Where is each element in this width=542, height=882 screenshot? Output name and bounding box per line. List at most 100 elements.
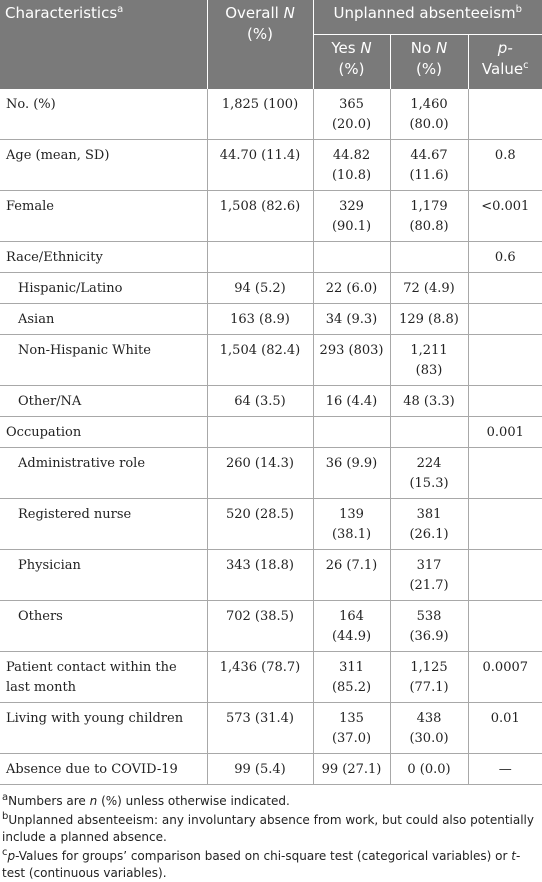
cell-p-value: 0.01: [468, 702, 542, 754]
cell-yes-line: 139: [339, 507, 364, 522]
row-label: Registered nurse: [0, 498, 208, 550]
table-row: Physician 343 (18.8) 26 (7.1) 317 (21.7): [0, 549, 542, 601]
table-row: Others 702 (38.5) 164 (44.9) 538 (36.9): [0, 600, 542, 652]
cell-yes: [313, 241, 391, 273]
cell-overall: 260 (14.3): [207, 447, 314, 499]
cell-yes: 329 (90.1): [313, 190, 391, 242]
cell-no: 438 (30.0): [390, 702, 469, 754]
row-label: Occupation: [0, 416, 208, 448]
cell-yes-line: (10.8): [331, 168, 372, 183]
cell-no: 1,460 (80.0): [390, 89, 469, 140]
cell-overall: 1,508 (82.6): [207, 190, 314, 242]
header-yes: Yes N (%): [313, 34, 391, 89]
table-row: Other/NA 64 (3.5) 16 (4.4) 48 (3.3): [0, 385, 542, 417]
cell-yes: 26 (7.1): [313, 549, 391, 601]
cell-no-line: 0 (0.0): [407, 762, 451, 777]
cell-overall: [207, 416, 314, 448]
cell-yes-line: 99 (27.1): [321, 762, 382, 777]
table-row: Patient contact within the last month 1,4…: [0, 651, 542, 703]
footnotes: aNumbers are n (%) unless otherwise indi…: [0, 793, 542, 882]
cell-no-line: 1,179: [410, 199, 448, 214]
cell-p-value: [468, 272, 542, 304]
cell-p-value: 0.8: [468, 139, 542, 191]
row-label: Living with young children: [0, 702, 208, 754]
cell-no-line: (36.9): [409, 629, 449, 644]
header-no: No N (%): [390, 34, 469, 89]
cell-yes: [313, 416, 391, 448]
cell-yes-line: 36 (9.9): [325, 456, 378, 471]
cell-p-value: [468, 303, 542, 335]
cell-no-line: 129 (8.8): [399, 312, 459, 327]
cell-p-value: 0.001: [468, 416, 542, 448]
row-label: Age (mean, SD): [0, 139, 208, 191]
table-body: No. (%) 1,825 (100) 365 (20.0) 1,460 (80.0) Ag…: [0, 89, 542, 785]
row-label: Race/Ethnicity: [0, 241, 208, 273]
table-row: Living with young children 573 (31.4) 135 (…: [0, 702, 542, 754]
cell-p-value: [468, 447, 542, 499]
cell-yes: 34 (9.3): [313, 303, 391, 335]
cell-no-line: (21.7): [409, 578, 449, 593]
cell-yes: 293 (803): [313, 334, 391, 386]
cell-no-line: 1,211: [410, 343, 448, 358]
cell-overall: 343 (18.8): [207, 549, 314, 601]
cell-no: 1,211 (83): [390, 334, 469, 386]
cell-no: 48 (3.3): [390, 385, 469, 417]
cell-no-line: (11.6): [409, 168, 449, 183]
cell-p-value: 0.0007: [468, 651, 542, 703]
cell-p-value: 0.6: [468, 241, 542, 273]
cell-no: 381 (26.1): [390, 498, 469, 550]
cell-overall: 44.70 (11.4): [207, 139, 314, 191]
cell-overall: 1,504 (82.4): [207, 334, 314, 386]
row-label: Other/NA: [0, 385, 208, 417]
cell-p-value: [468, 549, 542, 601]
cell-no-line: 438: [416, 711, 442, 726]
table-row: Age (mean, SD) 44.70 (11.4) 44.82 (10.8) 44.…: [0, 139, 542, 191]
cell-no: 1,125 (77.1): [390, 651, 469, 703]
cell-no-line: 48 (3.3): [403, 394, 455, 409]
cell-p-value: —: [468, 753, 542, 785]
row-label: Absence due to COVID-19: [0, 753, 208, 785]
cell-no-line: (26.1): [409, 527, 449, 542]
table-row: Female 1,508 (82.6) 329 (90.1) 1,179 (80.8) <0…: [0, 190, 542, 242]
cell-overall: 573 (31.4): [207, 702, 314, 754]
cell-yes-line: 164: [339, 609, 364, 624]
cell-no-line: (80.0): [409, 117, 449, 132]
cell-yes: 311 (85.2): [313, 651, 391, 703]
header-characteristics: Characteristicsa: [0, 0, 208, 89]
cell-yes-line: 22 (6.0): [325, 281, 378, 296]
cell-no-line: (83): [415, 363, 443, 378]
cell-no: 129 (8.8): [390, 303, 469, 335]
cell-yes: 16 (4.4): [313, 385, 391, 417]
row-label: Hispanic/Latino: [0, 272, 208, 304]
cell-no-line: (77.1): [409, 680, 449, 695]
cell-overall: 702 (38.5): [207, 600, 314, 652]
cell-yes: 164 (44.9): [313, 600, 391, 652]
table-row: Race/Ethnicity 0.6: [0, 241, 542, 273]
cell-yes-line: 16 (4.4): [325, 394, 378, 409]
cell-yes: 22 (6.0): [313, 272, 391, 304]
cell-yes-line: 135: [339, 711, 364, 726]
cell-p-value: [468, 334, 542, 386]
cell-no: 1,179 (80.8): [390, 190, 469, 242]
row-label: Asian: [0, 303, 208, 335]
cell-no-line: 224: [416, 456, 442, 471]
cell-yes-line: 26 (7.1): [325, 558, 378, 573]
footnote-a: aNumbers are n (%) unless otherwise indi…: [2, 792, 290, 809]
cell-yes: 139 (38.1): [313, 498, 391, 550]
cell-no: 0 (0.0): [390, 753, 469, 785]
footnote-c: cp-Values for groups’ comparison based o…: [2, 847, 521, 881]
cell-no-line: 1,460: [410, 97, 448, 112]
cell-yes-line: 44.82: [332, 148, 371, 163]
cell-yes-line: 365: [339, 97, 364, 112]
cell-no-line: 317: [416, 558, 442, 573]
cell-yes: 36 (9.9): [313, 447, 391, 499]
cell-no-line: 538: [416, 609, 442, 624]
cell-no-line: (30.0): [409, 731, 449, 746]
table-row: Administrative role 260 (14.3) 36 (9.9) 224…: [0, 447, 542, 499]
table-row: Asian 163 (8.9) 34 (9.3) 129 (8.8): [0, 303, 542, 335]
cell-no-line: 44.67: [410, 148, 448, 163]
cell-yes-line: (44.9): [331, 629, 372, 644]
cell-p-value: [468, 600, 542, 652]
cell-yes-line: (37.0): [331, 731, 372, 746]
